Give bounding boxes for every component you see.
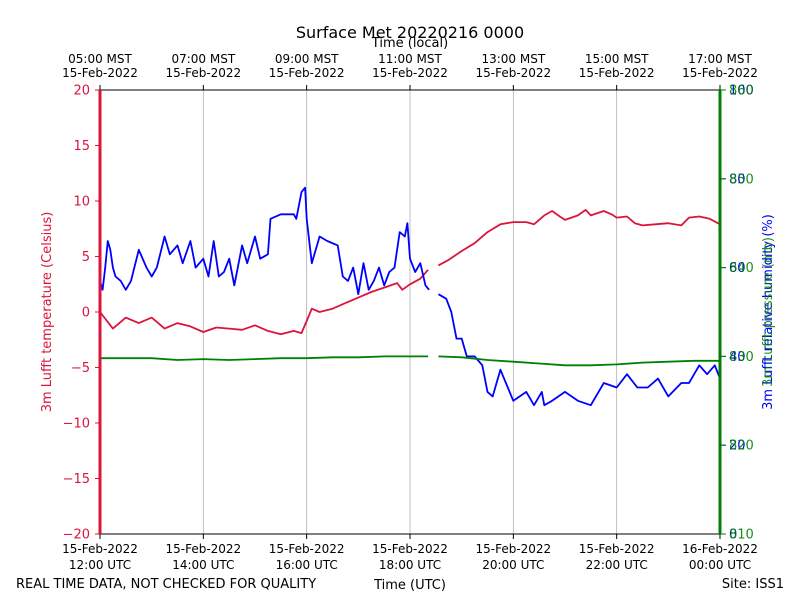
bottom-tick-date-3: 15-Feb-2022 — [372, 542, 448, 556]
top-tick-time-6: 17:00 MST — [688, 52, 752, 66]
bottom-tick-time-5: 22:00 UTC — [586, 558, 648, 572]
left-tick-label-5: 5 — [82, 250, 90, 265]
top-tick-date-0: 15-Feb-2022 — [62, 66, 138, 80]
top-tick-date-4: 15-Feb-2022 — [475, 66, 551, 80]
right-axis-ticks: 0 20 40 60 80 100 810 820 830 840 850 860 — [720, 84, 754, 543]
top-tick-date-6: 15-Feb-2022 — [682, 66, 758, 80]
bottom-tick-date-2: 15-Feb-2022 — [269, 542, 345, 556]
series-right_pressure-segment-0 — [100, 355, 429, 361]
right_rh-tick-label-4: 80 — [729, 172, 746, 187]
grid-lines — [202, 90, 618, 534]
right_pressure-tick-label-4: 850 — [729, 172, 754, 187]
series-right_pressure-segment-1 — [438, 355, 720, 367]
right_rh-tick-label-0: 0 — [729, 528, 737, 543]
bottom-tick-date-5: 15-Feb-2022 — [579, 542, 655, 556]
left-tick-label-8: 20 — [73, 84, 90, 99]
top-tick-time-2: 09:00 MST — [275, 52, 339, 66]
right-axis-label-rh: 3m Lufft relative humidity (%) — [761, 214, 776, 410]
left-axis-ticks: −20 −15 −10 −5 0 5 10 15 20 — [63, 84, 100, 543]
top-axis-label: Time (local) — [371, 36, 448, 51]
top-tick-time-4: 13:00 MST — [481, 52, 545, 66]
series-right_rh-segment-0 — [99, 186, 430, 296]
left-tick-label-0: −20 — [63, 528, 90, 543]
bottom-tick-time-0: 12:00 UTC — [69, 558, 131, 572]
bottom-tick-time-3: 18:00 UTC — [379, 558, 441, 572]
x-axis-label: Time (UTC) — [373, 578, 446, 593]
bottom-tick-date-4: 15-Feb-2022 — [475, 542, 551, 556]
right_rh-tick-label-5: 100 — [729, 84, 754, 99]
top-tick-date-5: 15-Feb-2022 — [579, 66, 655, 80]
top-tick-date-1: 15-Feb-2022 — [165, 66, 241, 80]
right_rh-tick-label-2: 40 — [729, 350, 746, 365]
right_rh-tick-label-1: 20 — [729, 439, 746, 454]
series-right_rh-segment-1 — [437, 293, 721, 407]
left-tick-label-6: 10 — [73, 195, 90, 210]
right_pressure-tick-label-1: 820 — [729, 439, 754, 454]
right_pressure-tick-label-5: 860 — [729, 84, 754, 99]
left-tick-label-4: 0 — [82, 306, 90, 321]
right_pressure-tick-label-0: 810 — [729, 528, 754, 543]
chart-title: Surface Met 20220216 0000 — [296, 23, 524, 42]
footer-quality-note: REAL TIME DATA, NOT CHECKED FOR QUALITY — [16, 577, 316, 592]
bottom-tick-time-1: 14:00 UTC — [172, 558, 234, 572]
left-tick-label-3: −5 — [71, 361, 90, 376]
bottom-tick-date-1: 15-Feb-2022 — [165, 542, 241, 556]
series-layer — [99, 186, 721, 407]
top-tick-date-3: 15-Feb-2022 — [372, 66, 448, 80]
left-axis-label: 3m Lufft temperature (Celsius) — [40, 212, 55, 413]
top-tick-time-1: 07:00 MST — [171, 52, 235, 66]
right-axis-label-pressure: 3m Lufft pressure (mb) — [761, 237, 776, 387]
footer-site: Site: ISS1 — [722, 577, 784, 592]
left-tick-label-7: 15 — [73, 139, 90, 154]
bottom-axis-ticks: 15-Feb-2022 12:00 UTC 15-Feb-2022 14:00 UTC… — [62, 534, 758, 572]
right_pressure-tick-label-3: 840 — [729, 261, 754, 276]
series-left-segment-0 — [99, 269, 429, 336]
series-left-segment-1 — [437, 208, 721, 267]
left-tick-label-1: −15 — [63, 472, 90, 487]
top-tick-time-0: 05:00 MST — [68, 52, 132, 66]
left-tick-label-2: −10 — [63, 417, 90, 432]
bottom-tick-time-2: 16:00 UTC — [276, 558, 338, 572]
top-tick-date-2: 15-Feb-2022 — [269, 66, 345, 80]
bottom-tick-time-6: 00:00 UTC — [689, 558, 751, 572]
right_pressure-tick-label-2: 830 — [729, 350, 754, 365]
top-tick-time-3: 11:00 MST — [378, 52, 442, 66]
bottom-tick-time-4: 20:00 UTC — [482, 558, 544, 572]
bottom-tick-date-6: 16-Feb-2022 — [682, 542, 758, 556]
bottom-tick-date-0: 15-Feb-2022 — [62, 542, 138, 556]
top-tick-time-5: 15:00 MST — [585, 52, 649, 66]
right_rh-tick-label-3: 60 — [729, 261, 746, 276]
